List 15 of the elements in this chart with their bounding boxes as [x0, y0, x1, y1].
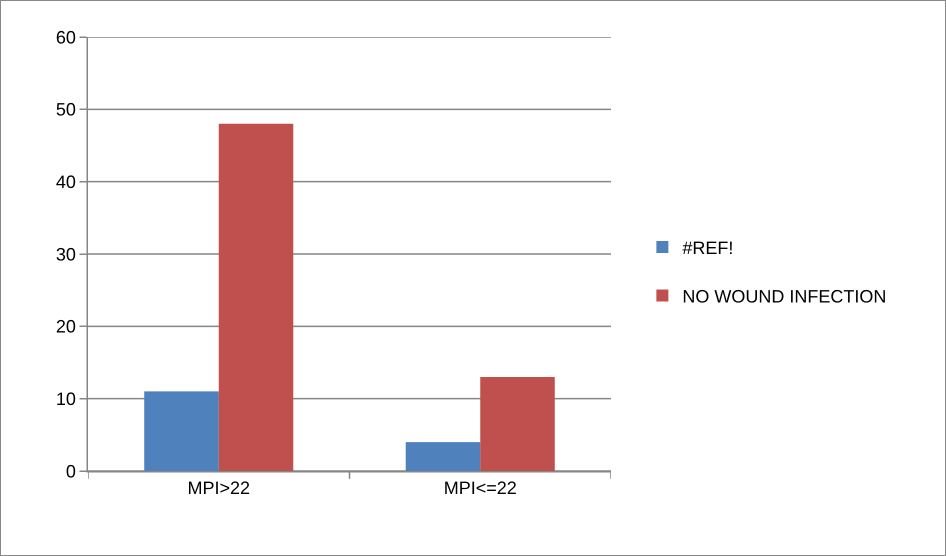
y-tick-label: 50	[56, 100, 76, 120]
y-tick-label: 60	[56, 27, 76, 48]
y-tick-label: 0	[66, 461, 76, 482]
bar	[144, 391, 219, 471]
bar	[218, 124, 294, 471]
legend-label: NO WOUND INFECTION	[682, 286, 886, 306]
y-tick-label: 30	[56, 244, 76, 264]
bar	[406, 442, 480, 471]
y-tick-label: 40	[56, 172, 76, 192]
bar	[480, 376, 555, 471]
legend-label: #REF!	[682, 238, 734, 258]
y-tick-label: 10	[56, 388, 76, 409]
x-tick-label: MPI<=22	[444, 478, 517, 498]
x-tick-label: MPI>22	[187, 478, 250, 498]
y-tick-label: 20	[56, 316, 76, 337]
